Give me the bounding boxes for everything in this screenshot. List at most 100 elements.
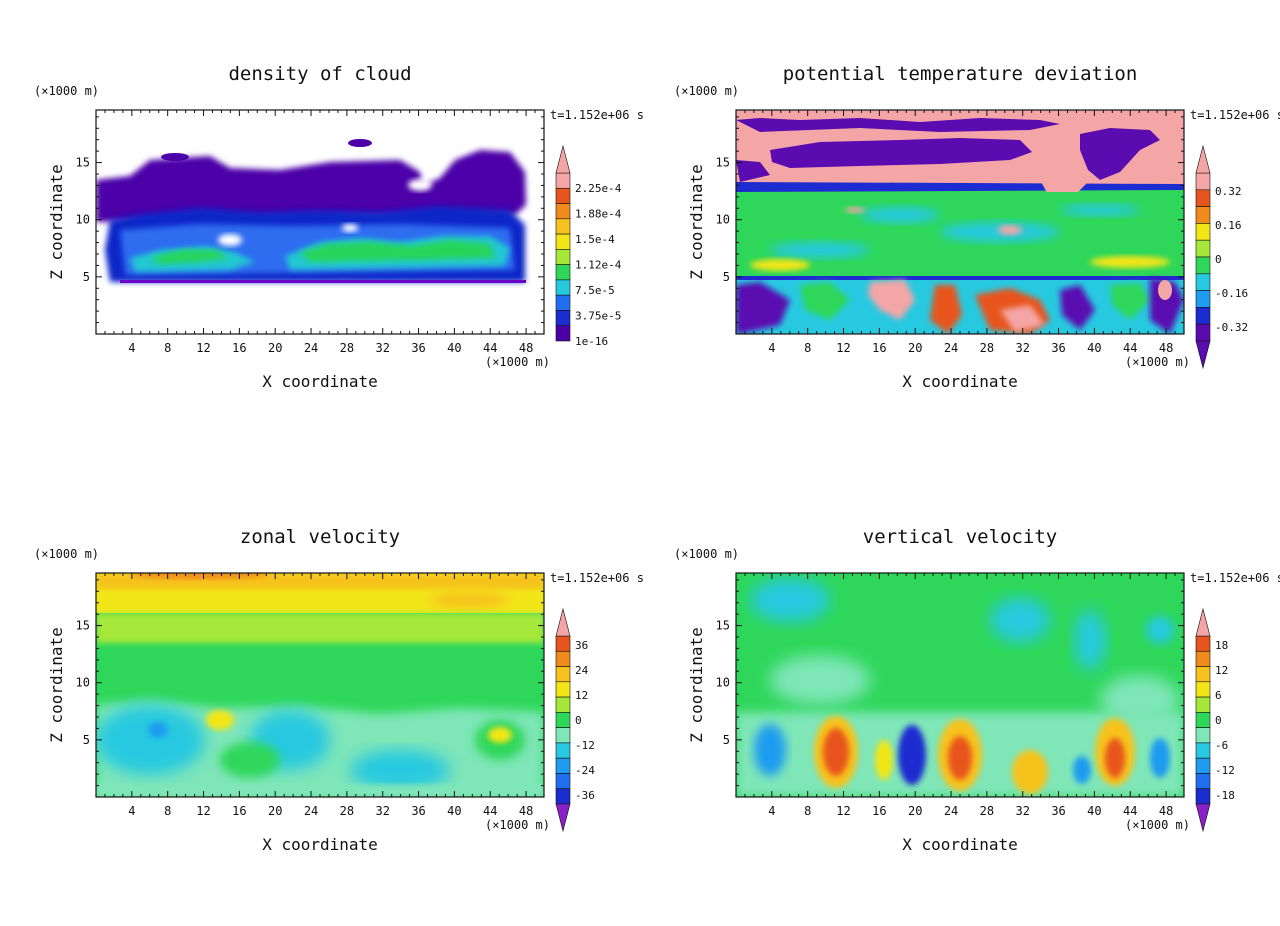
colorbar-segment (555, 788, 571, 805)
y-axis-label: Z coordinate (47, 627, 66, 743)
colorbar-max-arrow (1195, 607, 1211, 637)
colorbar-segment (1195, 788, 1211, 805)
x-tick-label: 48 (1159, 341, 1173, 355)
colorbar-label: 36 (575, 639, 588, 652)
y-unit-label: (×1000 m) (34, 547, 99, 561)
x-unit-label: (×1000 m) (1125, 818, 1190, 832)
x-axis-label: X coordinate (262, 835, 378, 854)
colorbar-segment (1195, 189, 1211, 207)
colorbar-segment (1195, 712, 1211, 728)
x-tick-label: 44 (1123, 341, 1137, 355)
colorbar-label: -18 (1215, 789, 1235, 802)
y-tick-label: 10 (76, 213, 90, 227)
colorbar-segment (555, 712, 571, 728)
colorbar-label: -36 (575, 789, 595, 802)
colorbar-segment (555, 742, 571, 759)
panel-vertical-velocity: 18 12 6 0 -6 -12 -18 vertical velocity (×1000 m… (674, 526, 1280, 854)
colorbar-segment (1195, 223, 1211, 241)
colorbar-max-arrow (1195, 144, 1211, 174)
x-tick-label: 4 (768, 341, 775, 355)
y-tick-label: 5 (723, 733, 730, 747)
colorbar-label: 6 (1215, 689, 1222, 702)
colorbar-segment (555, 727, 571, 744)
colorbar-segment (555, 696, 571, 713)
colorbar-label: 24 (575, 664, 589, 677)
x-tick-label: 36 (1051, 804, 1065, 818)
colorbar-segment (555, 635, 571, 652)
x-tick-label: 16 (232, 341, 246, 355)
y-axis-label: Z coordinate (47, 164, 66, 280)
colorbar-segment (1195, 681, 1211, 698)
y-tick-label: 15 (716, 619, 730, 633)
field-zonal-velocity (96, 573, 544, 797)
time-label: t=1.152e+06 s (550, 571, 644, 585)
x-tick-label: 28 (340, 804, 354, 818)
chart-title: vertical velocity (863, 526, 1057, 548)
colorbar-label: 3.75e-5 (575, 310, 621, 323)
colorbar-segment (1195, 650, 1211, 667)
colorbar-label: -6 (1215, 739, 1228, 752)
colorbar-segment (1195, 307, 1211, 325)
x-tick-label: 32 (1015, 804, 1029, 818)
colorbar-segment (555, 325, 571, 342)
x-tick-label: 44 (483, 804, 497, 818)
colorbar-segment (1195, 696, 1211, 713)
x-tick-label: 8 (804, 804, 811, 818)
colorbar-segment (1195, 773, 1211, 790)
colorbar: 36 24 12 0 -12 -24 -36 (555, 607, 595, 833)
colorbar-segment (1195, 323, 1211, 342)
colorbar-segment (555, 203, 571, 220)
colorbar-segment (1195, 290, 1211, 308)
panel-density-of-cloud: 2.25e-4 1.88e-4 1.5e-4 1.12e-4 7.5e-5 3.75e-5… (34, 63, 644, 391)
x-tick-label: 36 (411, 804, 425, 818)
panel-zonal-velocity: 36 24 12 0 -12 -24 -36 zonal velocity (×1000 m)… (34, 526, 644, 854)
colorbar-label: 0.32 (1215, 185, 1242, 198)
colorbar-max-arrow (555, 607, 571, 637)
colorbar-label: -0.32 (1215, 321, 1248, 334)
colorbar-segment (1195, 273, 1211, 291)
x-tick-label: 12 (836, 341, 850, 355)
x-tick-label: 48 (519, 804, 533, 818)
x-tick-label: 20 (268, 804, 282, 818)
x-axis-label: X coordinate (902, 835, 1018, 854)
colorbar: 18 12 6 0 -6 -12 -18 (1195, 607, 1235, 833)
x-tick-label: 4 (128, 341, 135, 355)
x-tick-label: 16 (872, 341, 886, 355)
y-tick-label: 15 (76, 156, 90, 170)
colorbar-segment (555, 249, 571, 265)
colorbar-label: 1.88e-4 (575, 208, 622, 221)
colorbar: 0.32 0.16 0 -0.16 -0.32 (1195, 144, 1248, 370)
colorbar-segment (555, 666, 571, 683)
y-tick-label: 10 (716, 676, 730, 690)
colorbar-label: 18 (1215, 639, 1228, 652)
x-unit-label: (×1000 m) (1125, 355, 1190, 369)
y-tick-label: 15 (716, 156, 730, 170)
colorbar-segment (1195, 172, 1211, 191)
x-tick-label: 4 (128, 804, 135, 818)
y-unit-label: (×1000 m) (674, 547, 739, 561)
time-label: t=1.152e+06 s (550, 108, 644, 122)
x-tick-label: 28 (340, 341, 354, 355)
y-unit-label: (×1000 m) (34, 84, 99, 98)
colorbar-segment (555, 650, 571, 667)
x-tick-label: 32 (375, 804, 389, 818)
x-tick-label: 48 (519, 341, 533, 355)
y-tick-label: 10 (76, 676, 90, 690)
x-tick-label: 28 (980, 341, 994, 355)
x-tick-label: 20 (908, 341, 922, 355)
x-tick-label: 20 (908, 804, 922, 818)
x-tick-label: 8 (164, 804, 171, 818)
y-unit-label: (×1000 m) (674, 84, 739, 98)
colorbar-label: -12 (1215, 764, 1235, 777)
colorbar-segment (555, 681, 571, 698)
x-tick-label: 16 (872, 804, 886, 818)
colorbar-segment (1195, 206, 1211, 224)
colorbar-label: -12 (575, 739, 595, 752)
x-tick-label: 12 (196, 341, 210, 355)
x-tick-label: 8 (804, 341, 811, 355)
colorbar-label: 2.25e-4 (575, 182, 622, 195)
x-tick-label: 32 (375, 341, 389, 355)
colorbar-label: 0 (1215, 714, 1222, 727)
field-potential-temperature-deviation (736, 110, 1184, 334)
